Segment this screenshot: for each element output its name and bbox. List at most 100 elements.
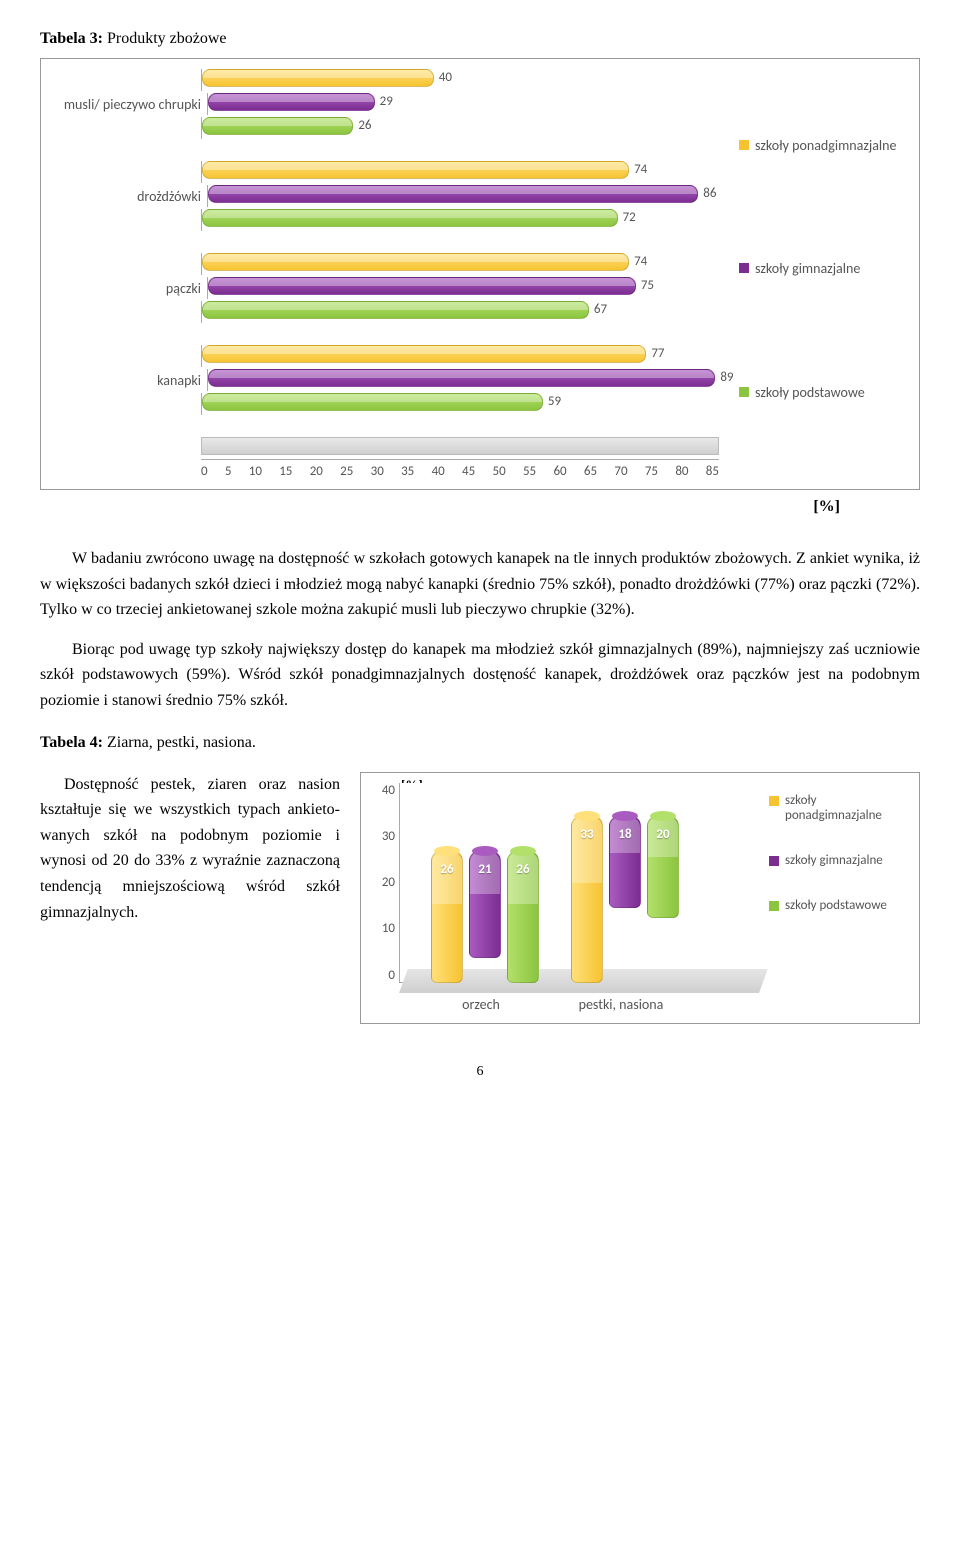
bar-value: 74 [634,162,647,177]
bar: 86 [208,185,698,203]
x-tick: 55 [523,464,536,479]
legend-swatch [769,856,779,866]
bar-group: 74pączki7567 [51,253,719,323]
bar-row: 72 [51,209,719,231]
column: 18 [609,816,641,908]
y-tick: 0 [371,968,395,983]
column-value: 33 [580,827,593,842]
x-tick: 65 [584,464,597,479]
column: 26 [507,851,539,983]
bar-value: 74 [634,254,647,269]
table3-heading: Tabela 3: Produkty zbożowe [40,30,920,48]
x-tick: 70 [614,464,627,479]
column-value: 26 [440,862,453,877]
table4-heading: Tabela 4: Ziarna, pestki, nasiona. [40,734,920,752]
column: 33 [571,816,603,983]
section-4: Dostępność pestek, ziaren oraz nasion ks… [40,772,920,1024]
bar: 72 [202,209,618,227]
chart1-plot: 40musli/ pieczywo chrupki292674drożdżówk… [51,69,719,479]
bar-row: drożdżówki86 [51,185,719,207]
chart2-plot: [%] 403020100262126orzech331820pestki, n… [371,783,759,1013]
legend-swatch [769,796,779,806]
paragraph-1: W badaniu zwrócono uwagę na dostępność w… [40,546,920,623]
legend-label: szkoły gimnazjalne [755,260,860,277]
x-category-label: orzech [421,996,541,1013]
table4-label: Tabela 4: [40,734,103,751]
bar-row: 77 [51,345,719,367]
legend-item: szkoły gimnazjalne [739,260,909,277]
legend-label: szkoły ponadgimnazjalne [785,793,909,823]
x-tick: 50 [493,464,506,479]
x-tick: 80 [675,464,688,479]
column-value: 20 [656,827,669,842]
y-tick: 10 [371,921,395,936]
bar-row: 74 [51,253,719,275]
bar-row: 59 [51,393,719,415]
bar: 40 [202,69,434,87]
x-tick: 30 [371,464,384,479]
bar-group: 77 kanapki89 59 [51,345,719,415]
legend-label: szkoły ponadgimnazjalne [755,137,896,154]
legend-label: szkoły gimnazjalne [785,853,883,868]
bar-value: 40 [439,70,452,85]
column: 26 [431,851,463,983]
chart2-legend: szkoły ponadgimnazjalne szkoły gimnazjaln… [769,783,909,1013]
legend-item: szkoły ponadgimnazjalne [739,137,909,154]
legend-item: szkoły gimnazjalne [769,853,909,868]
bar-group: 74drożdżówki8672 [51,161,719,231]
legend-item: szkoły podstawowe [739,384,909,401]
x-tick: 15 [279,464,292,479]
legend-swatch [769,901,779,911]
x-tick: 85 [706,464,719,479]
column-value: 21 [478,862,491,877]
x-category-label: pestki, nasiona [561,996,681,1013]
bar-value: 59 [548,394,561,409]
x-tick: 45 [462,464,475,479]
bar: 74 [202,253,629,271]
x-tick: 0 [201,464,208,479]
bar: 89 [208,369,715,387]
bar: 26 [202,117,353,135]
x-tick: 5 [225,464,232,479]
bar-value: 67 [594,302,607,317]
y-tick: 20 [371,875,395,890]
bar-value: 77 [651,346,664,361]
bar: 77 [202,345,646,363]
legend-label: szkoły podstawowe [785,898,887,913]
paragraph-2: Biorąc pod uwagę typ szkoły największy d… [40,637,920,714]
x-tick: 25 [340,464,353,479]
x-tick: 40 [432,464,445,479]
column: 20 [647,816,679,918]
chart1-legend: szkoły ponadgimnazjalne szkoły gimnazjaln… [739,69,909,479]
y-tick: 30 [371,829,395,844]
category-label: drożdżówki [51,188,207,205]
chart2-container: [%] 403020100262126orzech331820pestki, n… [360,772,920,1024]
bar-value: 86 [703,186,716,201]
bar-value: 26 [358,118,371,133]
legend-swatch [739,387,749,397]
column-value: 18 [618,827,631,842]
table3-title: Produkty zbożowe [103,30,227,47]
x-tick: 75 [645,464,658,479]
bar-row: kanapki89 [51,369,719,391]
bar-group: 40musli/ pieczywo chrupki2926 [51,69,719,139]
column-group: 33 18 20 [571,816,679,983]
legend-swatch [739,263,749,273]
bar-row: 40 [51,69,719,91]
table3-label: Tabela 3: [40,30,103,47]
bar: 29 [208,93,375,111]
chart1-unit-label: [%] [40,498,920,516]
paragraph-3-text: Dostępność pestek, ziaren oraz nasion ks… [40,772,340,926]
category-label: pączki [51,280,207,297]
bar-row: pączki75 [51,277,719,299]
bar: 75 [208,277,636,295]
legend-item: szkoły podstawowe [769,898,909,913]
table4-title: Ziarna, pestki, nasiona. [103,734,256,751]
x-tick: 60 [553,464,566,479]
y-tick: 40 [371,783,395,798]
bar-value: 75 [641,278,654,293]
column-group: 26 21 26 [431,851,539,983]
bar-value: 89 [720,370,733,385]
page-number: 6 [40,1064,920,1080]
bar-row: 67 [51,301,719,323]
